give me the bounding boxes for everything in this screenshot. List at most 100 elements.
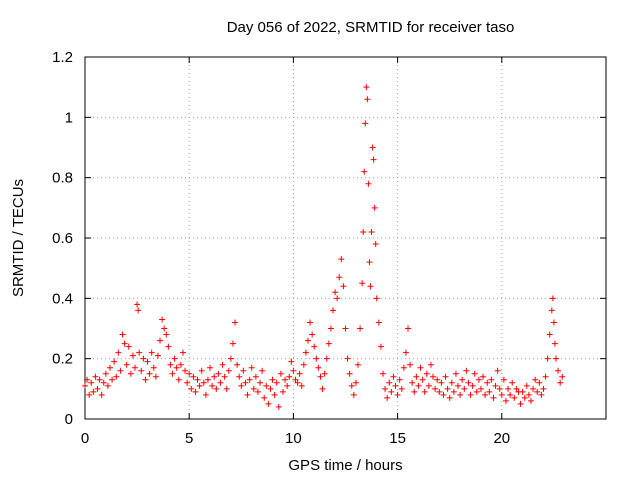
data-point (463, 367, 470, 374)
data-point (88, 379, 95, 386)
data-point (198, 367, 205, 374)
data-point (536, 379, 543, 386)
data-point (211, 373, 218, 380)
data-point (84, 376, 91, 383)
data-point (332, 289, 339, 296)
data-point (375, 319, 382, 326)
data-point (490, 394, 497, 401)
data-point (148, 349, 155, 356)
data-point (290, 367, 297, 374)
data-point (307, 319, 314, 326)
data-point (507, 391, 514, 398)
data-point (294, 379, 301, 386)
data-point (317, 373, 324, 380)
data-point (279, 388, 286, 395)
data-point (169, 370, 176, 377)
data-point (549, 295, 556, 302)
data-point (240, 367, 247, 374)
data-point (257, 379, 264, 386)
data-point (359, 280, 366, 287)
data-point (432, 385, 439, 392)
data-point (394, 391, 401, 398)
data-point (492, 382, 499, 389)
data-point (135, 307, 142, 314)
data-point (261, 394, 268, 401)
x-axis-label: GPS time / hours (288, 457, 402, 474)
data-point (109, 376, 116, 383)
data-point (344, 355, 351, 362)
tick-marks (84, 56, 606, 420)
y-tick-label: 0.2 (52, 351, 73, 368)
data-point (188, 385, 195, 392)
data-point (350, 391, 357, 398)
data-point (505, 385, 512, 392)
data-point (196, 382, 203, 389)
data-point (517, 400, 524, 407)
data-point (288, 358, 295, 365)
data-point (488, 376, 495, 383)
data-point (184, 379, 191, 386)
data-point (340, 283, 347, 290)
data-point (244, 391, 251, 398)
data-point (282, 376, 289, 383)
data-point (363, 84, 370, 91)
data-point (113, 373, 120, 380)
data-point (325, 340, 332, 347)
data-point (427, 361, 434, 368)
y-tick-label: 0.6 (52, 230, 73, 247)
data-point (300, 361, 307, 368)
data-point (364, 96, 371, 103)
data-point (415, 382, 422, 389)
data-point (390, 373, 397, 380)
data-point (396, 376, 403, 383)
data-point (452, 370, 459, 377)
data-point (367, 283, 374, 290)
data-point (552, 355, 559, 362)
data-point (82, 382, 88, 389)
data-point (511, 394, 518, 401)
data-point (219, 361, 226, 368)
data-point (366, 259, 373, 266)
data-point (232, 319, 239, 326)
data-point (265, 400, 272, 407)
data-point (459, 376, 466, 383)
data-point (465, 379, 472, 386)
data-point (498, 391, 505, 398)
data-point (129, 352, 136, 359)
data-point (386, 379, 393, 386)
data-point (92, 373, 99, 380)
data-point (509, 379, 516, 386)
data-point (104, 382, 111, 389)
data-point (357, 325, 364, 332)
data-point (382, 385, 389, 392)
data-point (309, 331, 316, 338)
data-point (538, 391, 545, 398)
y-axis-label: SRMTID / TECUs (10, 179, 27, 297)
data-point (146, 370, 153, 377)
data-point (548, 307, 555, 314)
data-point (90, 388, 97, 395)
data-point (369, 144, 376, 151)
x-tick-label: 0 (81, 430, 89, 447)
grid (85, 57, 606, 419)
data-point (405, 325, 412, 332)
data-point (217, 379, 224, 386)
data-point (215, 370, 222, 377)
data-point (557, 379, 564, 386)
data-point (182, 367, 189, 374)
data-point (430, 373, 437, 380)
data-point (252, 373, 259, 380)
data-point (275, 403, 282, 410)
data-point (398, 385, 405, 392)
data-point (132, 364, 139, 371)
data-point (236, 373, 243, 380)
data-point (138, 367, 145, 374)
data-point (115, 349, 122, 356)
data-point (190, 373, 197, 380)
data-point (532, 376, 539, 383)
data-point (480, 373, 487, 380)
y-tick-label: 0 (65, 411, 73, 428)
data-point (213, 385, 220, 392)
data-point (400, 364, 407, 371)
data-point (540, 385, 547, 392)
